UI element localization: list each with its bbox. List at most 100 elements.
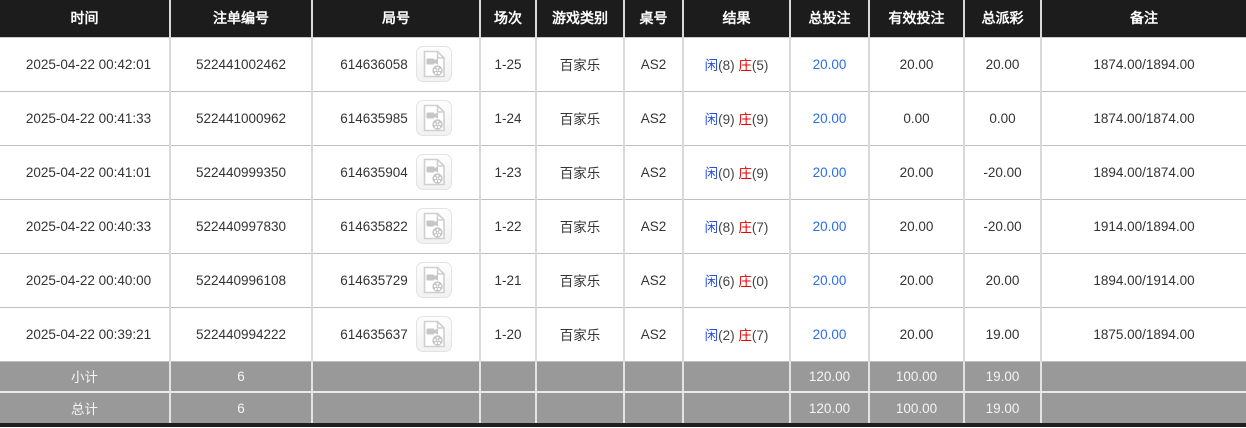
grand-total-row: 总计 6 120.00 100.00 19.00	[0, 392, 1246, 423]
cell-result: 闲(8) 庄(7)	[683, 199, 791, 254]
cell-result: 闲(8) 庄(5)	[683, 37, 791, 92]
cell-bet-id: 522441002462	[170, 37, 313, 92]
video-replay-button[interactable]	[415, 316, 452, 352]
cell-valid-bet: 20.00	[869, 199, 965, 254]
result-banker-score: (7)	[751, 220, 769, 235]
cell-time: 2025-04-22 00:40:33	[0, 199, 171, 254]
column-header-table-no: 桌号	[624, 0, 684, 38]
column-header-total-payout: 总派彩	[964, 0, 1042, 38]
cell-total-payout: 20.00	[964, 37, 1042, 92]
cell-valid-bet: 20.00	[869, 37, 965, 92]
total-bet-link[interactable]: 20.00	[812, 164, 847, 180]
table-header-row: 时间 注单编号 局号 场次 游戏类别 桌号 结果 总投注 有效投注 总派彩 备注	[0, 0, 1246, 38]
cell-total-bet: 20.00	[790, 199, 870, 254]
subtotal-row: 小计 6 120.00 100.00 19.00	[0, 361, 1246, 393]
summary-cell-empty	[480, 361, 537, 393]
round-id-group: 614635822	[313, 208, 479, 244]
total-bet-link[interactable]: 20.00	[812, 218, 847, 234]
video-icon	[423, 212, 445, 240]
result-player-label: 闲	[704, 274, 719, 289]
result-banker-label: 庄	[738, 166, 752, 181]
summary-count: 6	[170, 361, 313, 393]
cell-bet-id: 522440996108	[170, 253, 313, 308]
cell-round-id: 614635729	[312, 253, 481, 308]
cell-remark: 1874.00/1874.00	[1041, 91, 1246, 146]
summary-cell-empty	[624, 392, 684, 423]
round-number: 614635637	[340, 326, 408, 342]
summary-cell-empty	[1041, 361, 1246, 393]
cell-time: 2025-04-22 00:41:01	[0, 145, 171, 200]
total-bet-link[interactable]: 20.00	[812, 272, 847, 288]
cell-session: 1-22	[480, 199, 537, 254]
result-player-score: (2)	[718, 328, 735, 343]
result-banker-label: 庄	[738, 112, 752, 127]
video-replay-button[interactable]	[415, 46, 452, 82]
video-replay-button[interactable]	[415, 208, 452, 244]
cell-remark: 1894.00/1914.00	[1041, 253, 1246, 308]
cell-round-id: 614635904	[312, 145, 481, 200]
cell-time: 2025-04-22 00:42:01	[0, 37, 171, 92]
total-bet-link[interactable]: 20.00	[812, 110, 847, 126]
cell-table-no: AS2	[624, 199, 684, 254]
cell-game-type: 百家乐	[536, 199, 625, 254]
round-id-group: 614636058	[313, 46, 479, 82]
cell-time: 2025-04-22 00:40:00	[0, 253, 171, 308]
cell-valid-bet: 0.00	[869, 91, 965, 146]
column-header-session: 场次	[480, 0, 537, 38]
cell-time: 2025-04-22 00:41:33	[0, 91, 171, 146]
cell-game-type: 百家乐	[536, 91, 625, 146]
video-icon	[423, 50, 445, 78]
video-replay-button[interactable]	[415, 262, 452, 298]
video-replay-button[interactable]	[415, 100, 452, 136]
result-player-score: (0)	[718, 166, 735, 181]
result-player-score: (9)	[718, 112, 735, 127]
cell-result: 闲(2) 庄(7)	[683, 307, 791, 362]
cell-session: 1-21	[480, 253, 537, 308]
result-player-score: (8)	[718, 220, 735, 235]
summary-cell-empty	[624, 361, 684, 393]
table-row: 2025-04-22 00:41:33 522441000962 614635985…	[0, 91, 1246, 146]
cell-result: 闲(6) 庄(0)	[683, 253, 791, 308]
result-player-label: 闲	[704, 220, 719, 235]
cell-bet-id: 522441000962	[170, 91, 313, 146]
video-icon	[423, 266, 445, 294]
video-replay-button[interactable]	[415, 154, 452, 190]
cell-result: 闲(0) 庄(9)	[683, 145, 791, 200]
round-id-group: 614635904	[313, 154, 479, 190]
cell-table-no: AS2	[624, 91, 684, 146]
column-header-round-id: 局号	[312, 0, 481, 38]
cell-round-id: 614635822	[312, 199, 481, 254]
cell-valid-bet: 20.00	[869, 307, 965, 362]
round-id-group: 614635637	[313, 316, 479, 352]
cell-round-id: 614635985	[312, 91, 481, 146]
result-player-label: 闲	[704, 58, 719, 73]
round-number: 614635822	[340, 218, 408, 234]
total-bet-link[interactable]: 20.00	[812, 56, 847, 72]
summary-cell-empty	[536, 392, 625, 423]
cell-round-id: 614636058	[312, 37, 481, 92]
result-player-label: 闲	[704, 166, 719, 181]
cell-bet-id: 522440997830	[170, 199, 313, 254]
video-icon	[423, 320, 445, 348]
cell-total-bet: 20.00	[790, 37, 870, 92]
cell-result: 闲(9) 庄(9)	[683, 91, 791, 146]
cell-game-type: 百家乐	[536, 37, 625, 92]
summary-total-bet: 120.00	[790, 361, 870, 393]
result-banker-score: (0)	[751, 274, 769, 289]
cell-table-no: AS2	[624, 253, 684, 308]
total-bet-link[interactable]: 20.00	[812, 326, 847, 342]
summary-valid-bet: 100.00	[869, 392, 965, 423]
summary-total-payout: 19.00	[964, 361, 1042, 393]
result-banker-label: 庄	[738, 274, 752, 289]
result-player-label: 闲	[704, 328, 719, 343]
column-header-result: 结果	[683, 0, 791, 38]
summary-total-bet: 120.00	[790, 392, 870, 423]
summary-cell-empty	[480, 392, 537, 423]
cell-total-bet: 20.00	[790, 91, 870, 146]
cell-bet-id: 522440999350	[170, 145, 313, 200]
cell-valid-bet: 20.00	[869, 145, 965, 200]
summary-cell-empty	[1041, 392, 1246, 423]
round-number: 614635729	[340, 272, 408, 288]
summary-cell-empty	[536, 361, 625, 393]
result-banker-label: 庄	[738, 220, 752, 235]
